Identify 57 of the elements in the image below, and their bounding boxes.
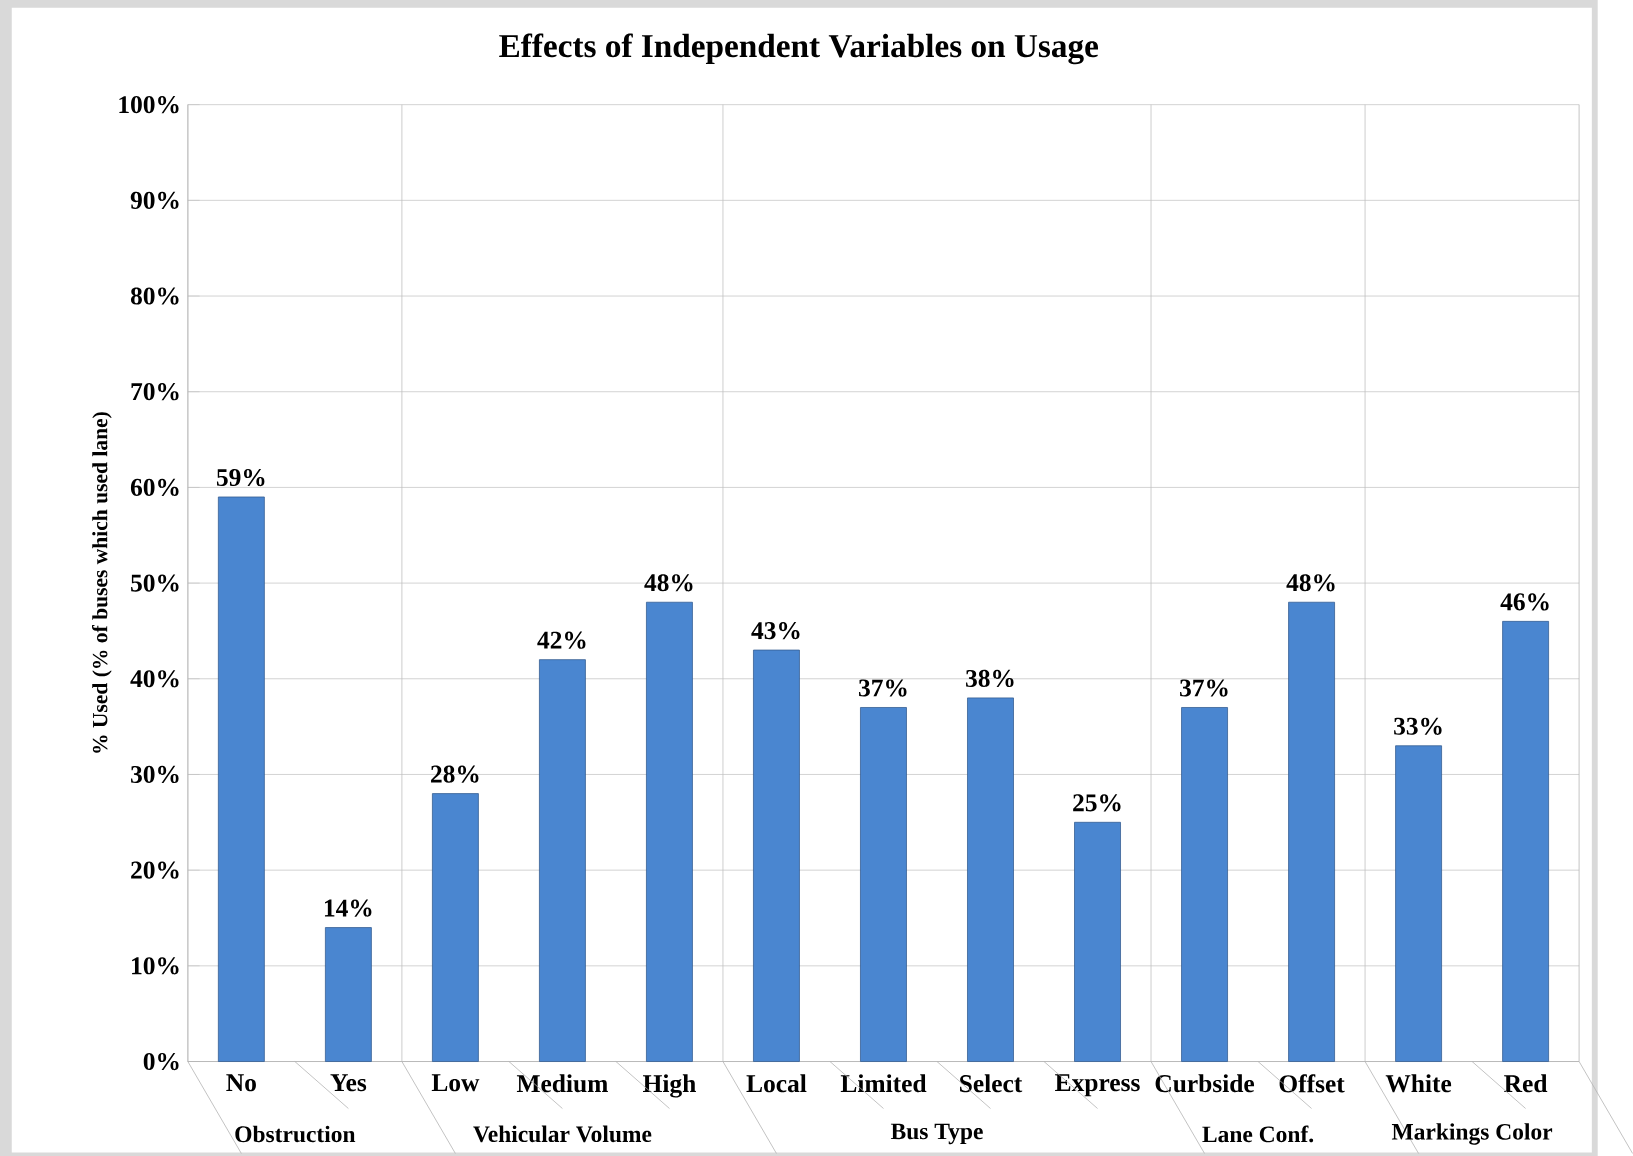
data-label: 59% xyxy=(216,468,265,486)
data-label: 38% xyxy=(966,669,1014,687)
chart-title: Effects of Independent Variables on Usage xyxy=(499,33,1099,65)
x-tick-label: Local xyxy=(746,1074,807,1092)
x-tick-label: Yes xyxy=(330,1074,367,1091)
bar xyxy=(324,926,372,1062)
data-label: 48% xyxy=(1286,573,1335,592)
text: Obstruction xyxy=(235,1125,356,1142)
y-tick-label: 30% xyxy=(131,765,179,783)
data-label: 42% xyxy=(537,631,586,649)
y-tick-label: 100% xyxy=(119,95,179,114)
bar xyxy=(217,496,265,1062)
text: Vehicular Volume xyxy=(473,1125,652,1143)
bar xyxy=(432,793,479,1062)
text: Lane Conf. xyxy=(1202,1125,1314,1143)
data-label: 37% xyxy=(858,679,907,697)
data-label: 43% xyxy=(751,621,800,640)
bar xyxy=(1074,821,1121,1062)
y-tick-label: 80% xyxy=(130,287,179,305)
y-tick-label: 40% xyxy=(130,669,179,688)
text: Bus Type xyxy=(890,1123,983,1144)
data-label: 28% xyxy=(431,765,479,783)
text: Markings Color xyxy=(1391,1122,1553,1145)
bar xyxy=(1288,601,1335,1062)
bar xyxy=(539,659,586,1062)
bar xyxy=(967,697,1014,1062)
x-tick-label: No xyxy=(226,1074,256,1091)
x-tick-label: Offset xyxy=(1279,1074,1345,1093)
y-tick-label: 0% xyxy=(143,1052,179,1070)
y-tick-label: 50% xyxy=(131,574,179,592)
y-tick-label: 90% xyxy=(130,191,179,209)
x-tick-label: High xyxy=(643,1074,696,1098)
y-axis-title: % Used (% of buses which used lane) xyxy=(92,411,112,753)
x-tick-label: Express xyxy=(1055,1074,1140,1097)
y-tick-label: 60% xyxy=(130,478,179,496)
bar xyxy=(1181,706,1228,1062)
x-tick-label: Red xyxy=(1504,1074,1548,1092)
bar xyxy=(1395,745,1442,1062)
x-tick-label: Medium xyxy=(516,1074,608,1093)
data-label: 37% xyxy=(1180,679,1228,697)
y-tick-label: 10% xyxy=(132,957,179,975)
bar xyxy=(860,706,907,1062)
bar xyxy=(1502,620,1549,1062)
y-tick-label: 70% xyxy=(131,382,179,401)
x-tick-label: Limited xyxy=(840,1074,927,1092)
x-tick-label: White xyxy=(1385,1074,1452,1093)
data-label: 48% xyxy=(644,573,693,592)
data-label: 33% xyxy=(1394,717,1442,735)
x-tick-label: Low xyxy=(431,1074,480,1091)
x-tick-label: Select xyxy=(960,1074,1023,1092)
data-label: 46% xyxy=(1500,593,1549,611)
bar xyxy=(753,649,800,1062)
y-tick-label: 20% xyxy=(131,861,179,879)
data-label: 14% xyxy=(324,899,372,917)
data-label: 25% xyxy=(1073,794,1121,812)
bar xyxy=(646,601,693,1062)
x-tick-label: Curbside xyxy=(1155,1074,1255,1093)
